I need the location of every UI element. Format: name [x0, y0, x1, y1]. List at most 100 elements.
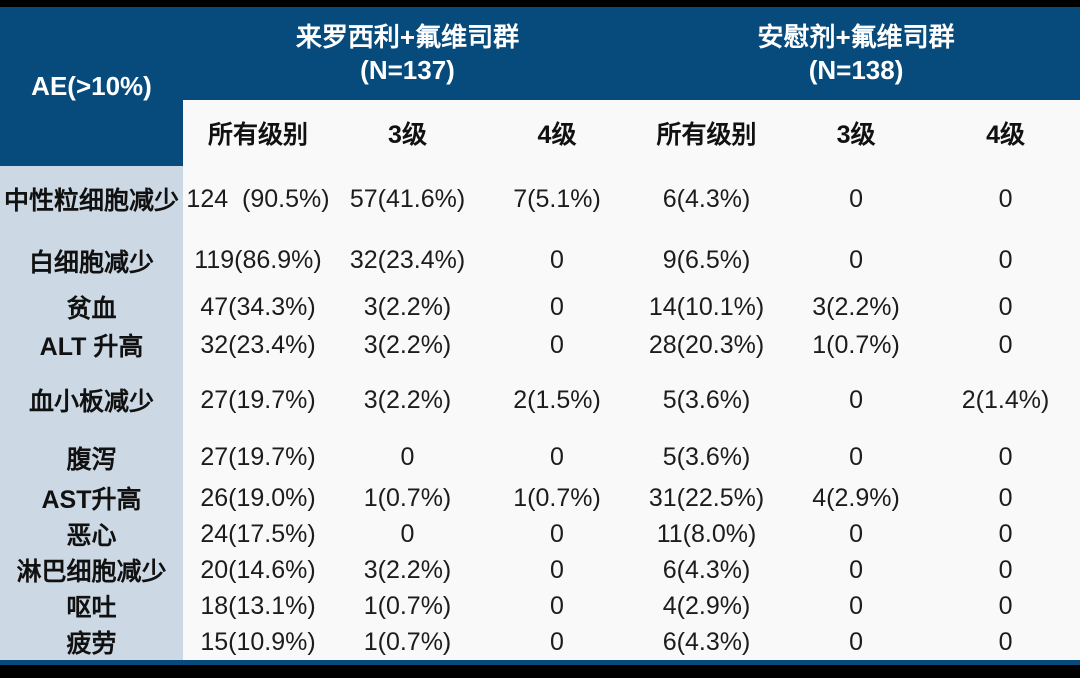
- table-header: AE(>10%) 来罗西利+氟维司群 (N=137) 安慰剂+氟维司群 (N=1…: [0, 7, 1080, 166]
- ae-name-cell: 淋巴细胞减少: [0, 552, 183, 588]
- value-cell: 20(14.6%): [183, 552, 333, 588]
- value-cell: 3(2.2%): [333, 325, 482, 365]
- table-body: 中性粒细胞减少 124 (90.5%) 57(41.6%) 7(5.1%) 6(…: [0, 166, 1080, 660]
- value-cell: 0: [931, 166, 1080, 232]
- value-cell: 0: [931, 552, 1080, 588]
- value-cell: 0: [482, 516, 633, 552]
- group-name: 来罗西利+氟维司群: [295, 21, 520, 52]
- table-row: ALT 升高 32(23.4%) 3(2.2%) 0 28(20.3%) 1(0…: [0, 325, 1080, 365]
- table-title: AE(>10%): [31, 71, 152, 101]
- value-cell: 27(19.7%): [183, 435, 333, 480]
- value-cell: 32(23.4%): [183, 325, 333, 365]
- column-header: 3级: [781, 100, 932, 166]
- value-cell: 0: [931, 588, 1080, 624]
- value-cell: 0: [333, 435, 482, 480]
- value-cell: 3(2.2%): [333, 552, 482, 588]
- column-header: 4级: [931, 100, 1080, 166]
- table-row: 中性粒细胞减少 124 (90.5%) 57(41.6%) 7(5.1%) 6(…: [0, 166, 1080, 232]
- value-cell: 5(3.6%): [632, 365, 782, 435]
- value-cell: 0: [482, 435, 633, 480]
- value-cell: 1(0.7%): [333, 624, 482, 660]
- top-black-bar: [0, 0, 1080, 7]
- table-row: 恶心 24(17.5%) 0 0 11(8.0%) 0 0: [0, 516, 1080, 552]
- ae-name-cell: 贫血: [0, 289, 183, 325]
- value-cell: 1(0.7%): [482, 480, 633, 516]
- value-cell: 15(10.9%): [183, 624, 333, 660]
- value-cell: 24(17.5%): [183, 516, 333, 552]
- value-cell: 0: [781, 232, 932, 289]
- corner-title-cell: AE(>10%): [0, 7, 183, 166]
- column-header: 所有级别: [632, 100, 782, 166]
- table-row: AST升高 26(19.0%) 1(0.7%) 1(0.7%) 31(22.5%…: [0, 480, 1080, 516]
- value-cell: 32(23.4%): [333, 232, 482, 289]
- bottom-blue-divider: [0, 660, 1080, 665]
- value-cell: 14(10.1%): [632, 289, 782, 325]
- value-cell: 0: [482, 325, 633, 365]
- value-cell: 119(86.9%): [183, 232, 333, 289]
- table-row: 淋巴细胞减少 20(14.6%) 3(2.2%) 0 6(4.3%) 0 0: [0, 552, 1080, 588]
- value-cell: 0: [781, 552, 932, 588]
- value-cell: 0: [931, 232, 1080, 289]
- value-cell: 0: [482, 588, 633, 624]
- value-cell: 18(13.1%): [183, 588, 333, 624]
- group-n: (N=137): [360, 54, 455, 85]
- table-row: 疲劳 15(10.9%) 1(0.7%) 0 6(4.3%) 0 0: [0, 624, 1080, 660]
- value-cell: 47(34.3%): [183, 289, 333, 325]
- ae-name-cell: 血小板减少: [0, 365, 183, 435]
- ae-name-cell: AST升高: [0, 480, 183, 516]
- value-cell: 5(3.6%): [632, 435, 782, 480]
- ae-name-cell: ALT 升高: [0, 325, 183, 365]
- value-cell: 26(19.0%): [183, 480, 333, 516]
- value-cell: 2(1.4%): [931, 365, 1080, 435]
- value-cell: 0: [931, 624, 1080, 660]
- value-cell: 7(5.1%): [482, 166, 633, 232]
- value-cell: 9(6.5%): [632, 232, 782, 289]
- value-cell: 3(2.2%): [781, 289, 932, 325]
- table-row: 腹泻 27(19.7%) 0 0 5(3.6%) 0 0: [0, 435, 1080, 480]
- group-header-treatment: 来罗西利+氟维司群 (N=137): [183, 7, 633, 100]
- value-cell: 0: [781, 588, 932, 624]
- column-header: 3级: [333, 100, 482, 166]
- value-cell: 27(19.7%): [183, 365, 333, 435]
- value-cell: 0: [931, 435, 1080, 480]
- value-cell: 0: [482, 552, 633, 588]
- bottom-black-bar: [0, 665, 1080, 678]
- value-cell: 3(2.2%): [333, 365, 482, 435]
- value-cell: 6(4.3%): [632, 624, 782, 660]
- value-cell: 31(22.5%): [632, 480, 782, 516]
- value-cell: 0: [781, 624, 932, 660]
- value-cell: 1(0.7%): [781, 325, 932, 365]
- value-cell: 4(2.9%): [632, 588, 782, 624]
- value-cell: 0: [781, 166, 932, 232]
- value-cell: 0: [931, 480, 1080, 516]
- value-cell: 0: [781, 435, 932, 480]
- value-cell: 1(0.7%): [333, 480, 482, 516]
- value-cell: 0: [781, 516, 932, 552]
- ae-name-cell: 恶心: [0, 516, 183, 552]
- table-row: 白细胞减少 119(86.9%) 32(23.4%) 0 9(6.5%) 0 0: [0, 232, 1080, 289]
- value-cell: 0: [931, 325, 1080, 365]
- value-cell: 6(4.3%): [632, 166, 782, 232]
- value-cell: 124 (90.5%): [183, 166, 333, 232]
- table-row: 呕吐 18(13.1%) 1(0.7%) 0 4(2.9%) 0 0: [0, 588, 1080, 624]
- table-row: 血小板减少 27(19.7%) 3(2.2%) 2(1.5%) 5(3.6%) …: [0, 365, 1080, 435]
- ae-name-cell: 疲劳: [0, 624, 183, 660]
- ae-name-cell: 呕吐: [0, 588, 183, 624]
- table-row: 贫血 47(34.3%) 3(2.2%) 0 14(10.1%) 3(2.2%)…: [0, 289, 1080, 325]
- value-cell: 11(8.0%): [632, 516, 782, 552]
- value-cell: 0: [482, 232, 633, 289]
- value-cell: 57(41.6%): [333, 166, 482, 232]
- column-header: 4级: [482, 100, 633, 166]
- value-cell: 4(2.9%): [781, 480, 932, 516]
- value-cell: 0: [931, 516, 1080, 552]
- value-cell: 6(4.3%): [632, 552, 782, 588]
- ae-name-cell: 腹泻: [0, 435, 183, 480]
- column-header: 所有级别: [183, 100, 333, 166]
- ae-name-cell: 中性粒细胞减少: [0, 166, 183, 232]
- value-cell: 0: [781, 365, 932, 435]
- sub-header-row: 所有级别 3级 4级 所有级别 3级 4级: [0, 100, 1080, 166]
- value-cell: 0: [482, 624, 633, 660]
- group-name: 安慰剂+氟维司群: [757, 21, 955, 52]
- value-cell: 2(1.5%): [482, 365, 633, 435]
